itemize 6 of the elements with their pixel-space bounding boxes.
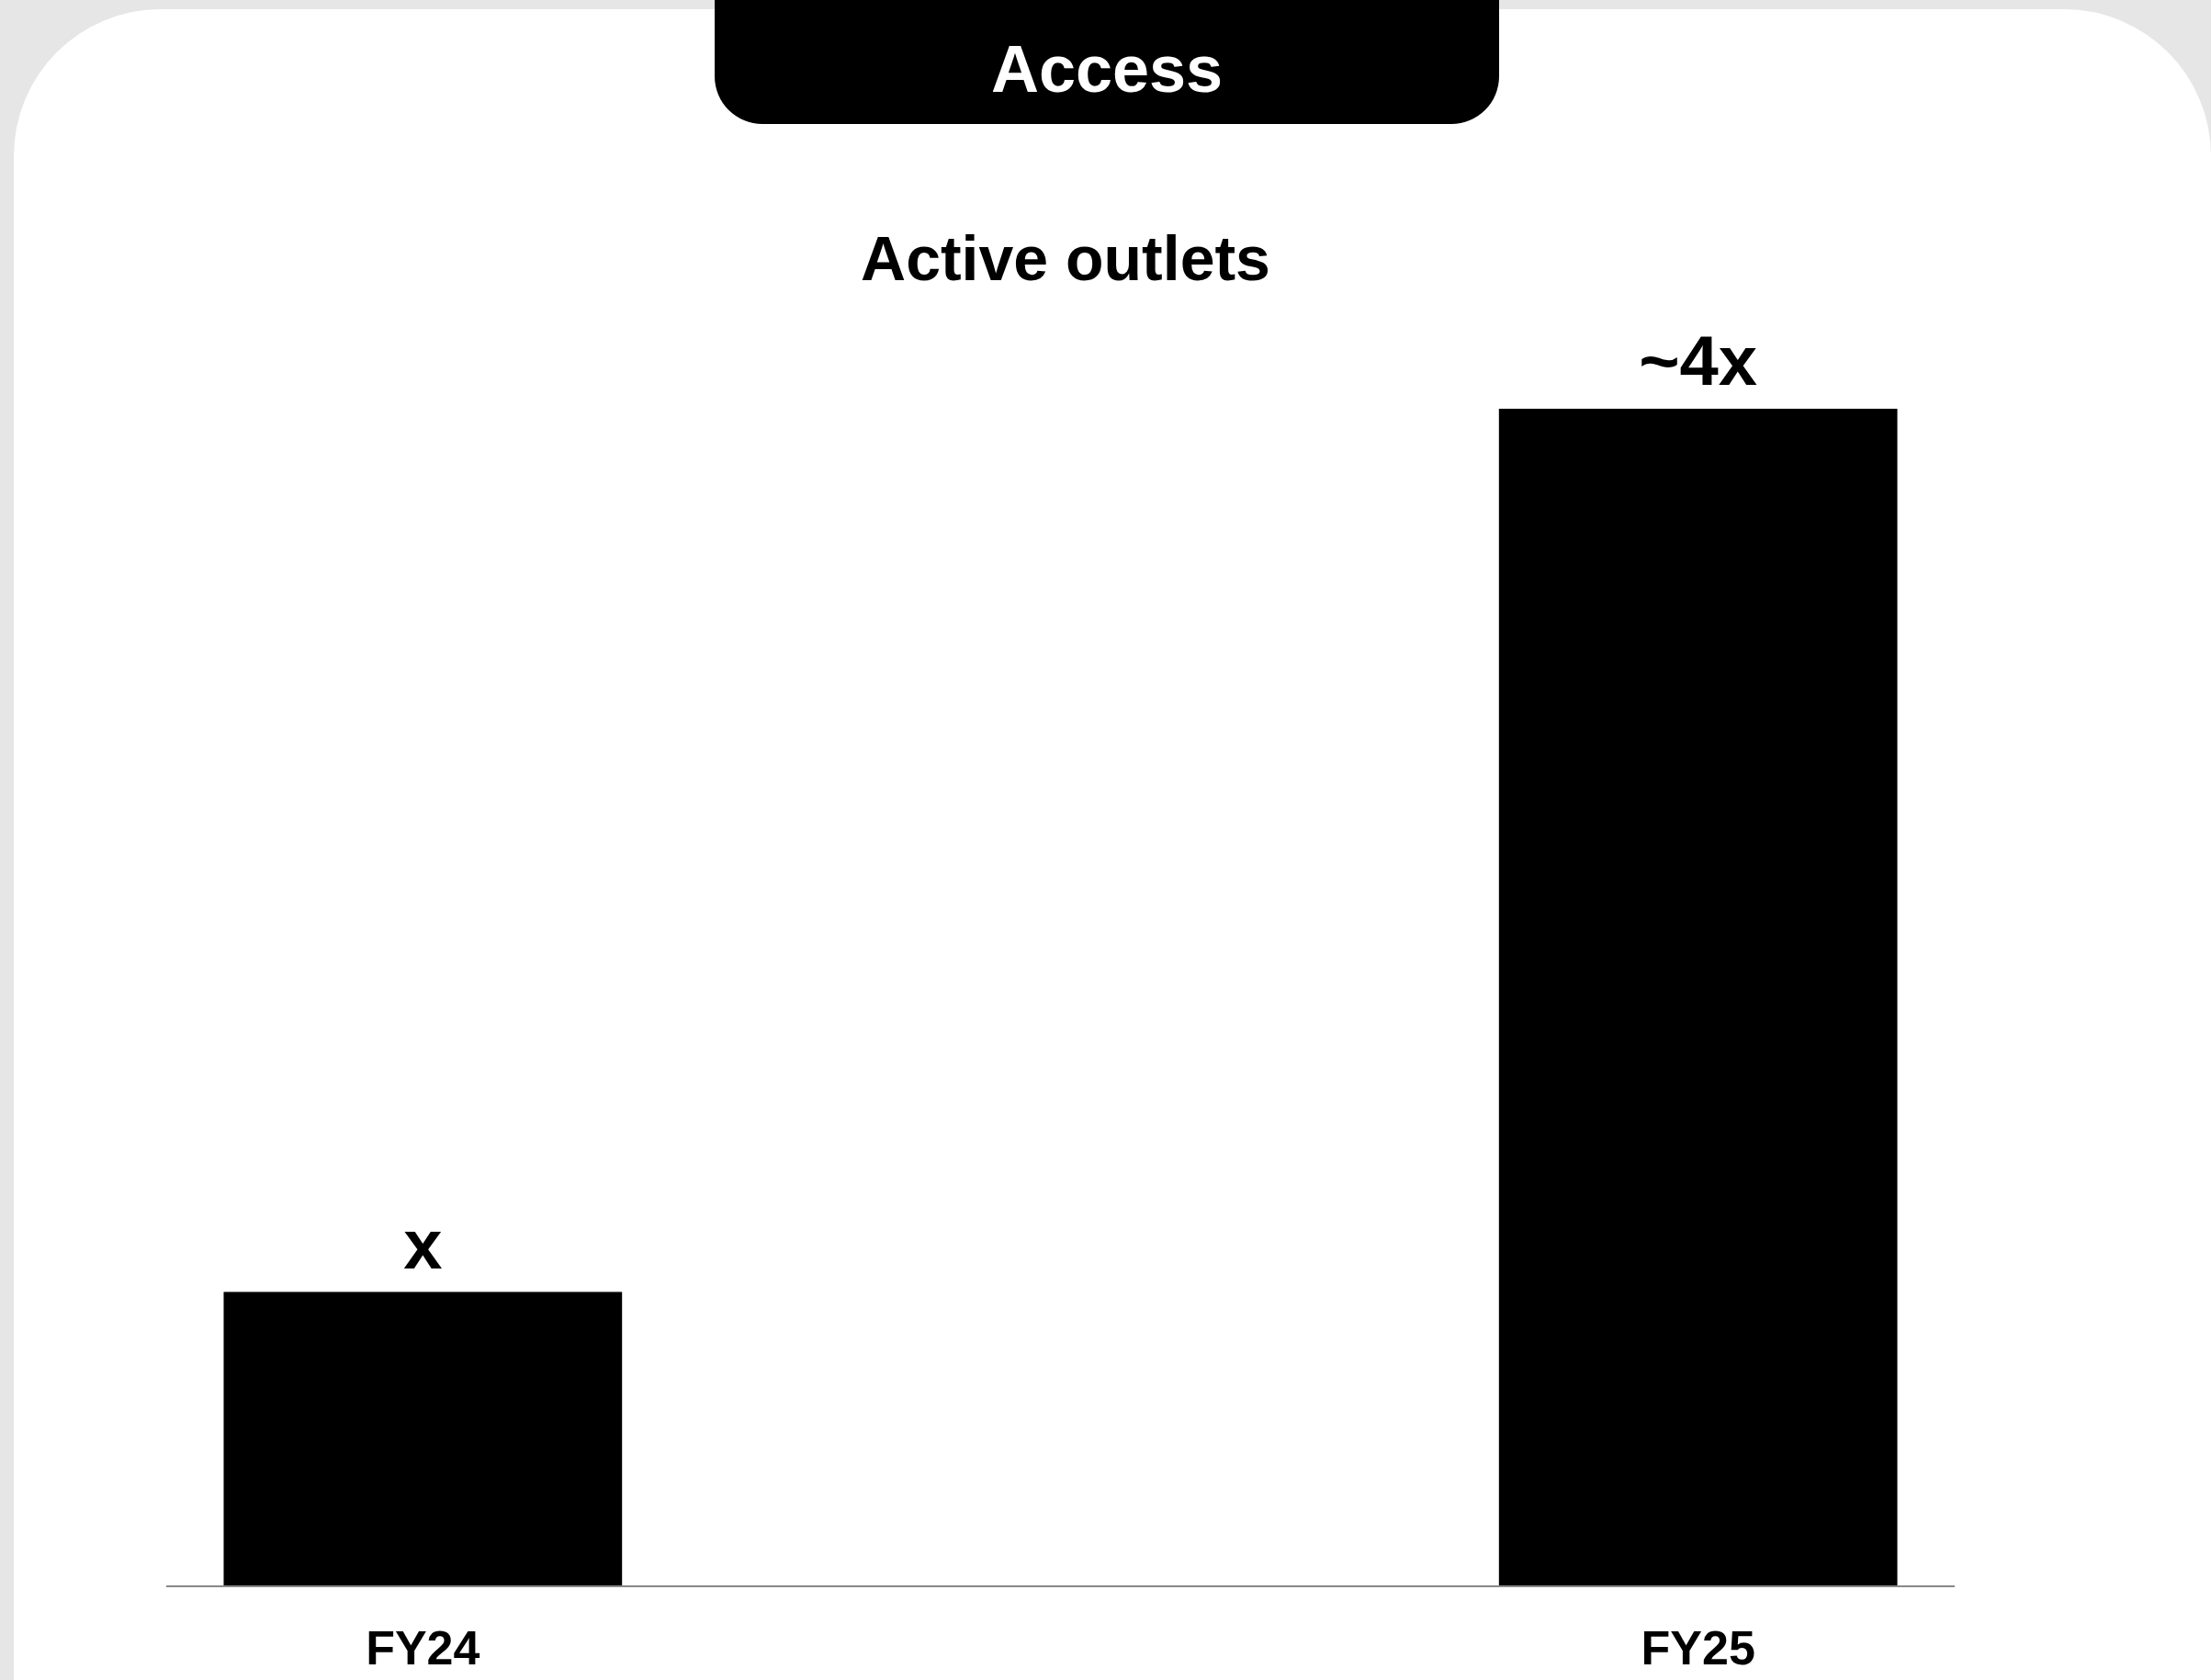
chart-title: Access <box>990 32 1224 106</box>
x-tick-label: FY25 <box>1641 1621 1755 1674</box>
x-tick-label: FY24 <box>366 1621 480 1674</box>
chart-subtitle: Active outlets <box>861 223 1270 293</box>
data-label: x <box>403 1204 443 1283</box>
data-label: ~4x <box>1639 321 1758 400</box>
